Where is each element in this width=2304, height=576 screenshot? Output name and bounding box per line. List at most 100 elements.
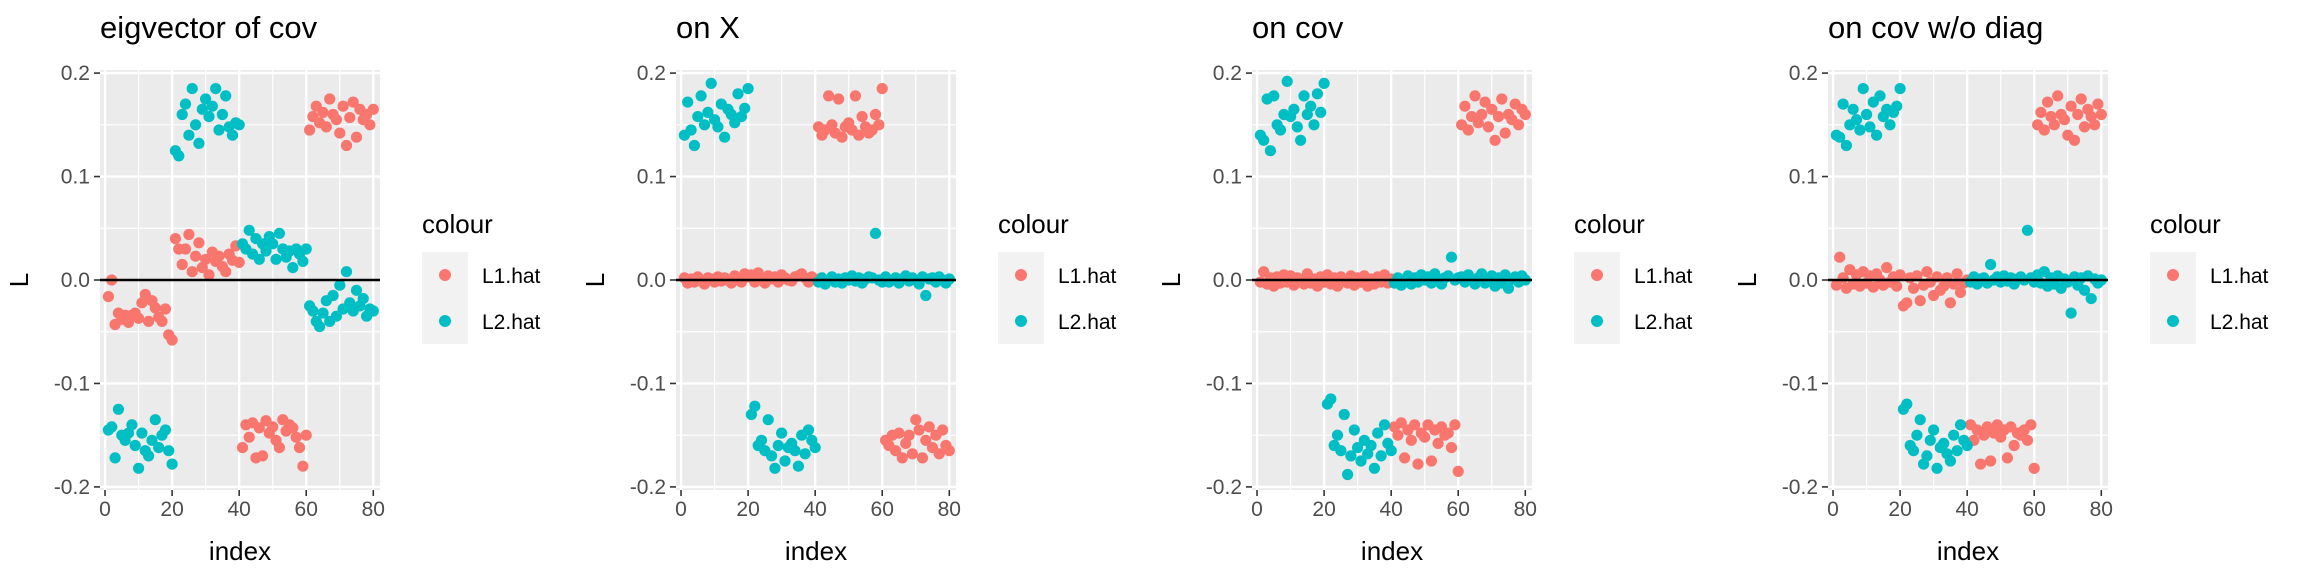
data-point	[1325, 393, 1337, 405]
data-point	[1268, 90, 1280, 102]
x-axis-label: index	[209, 536, 271, 566]
data-point	[1954, 419, 1967, 431]
data-point	[1881, 262, 1893, 274]
data-point	[1345, 450, 1357, 462]
data-point	[1854, 124, 1866, 136]
data-point	[1954, 286, 1967, 298]
data-point	[233, 256, 245, 268]
data-point	[1399, 452, 1411, 464]
data-point	[873, 119, 885, 131]
x-tick-label: 20	[1312, 498, 1335, 521]
data-point	[893, 427, 905, 439]
data-point	[1901, 398, 1913, 410]
data-point	[1445, 442, 1458, 454]
data-point	[233, 119, 245, 131]
data-point	[287, 422, 299, 434]
legend-swatch-L1.hat	[2167, 269, 2179, 281]
data-point	[876, 83, 888, 95]
data-point	[337, 100, 349, 112]
y-tick-label: -0.1	[1782, 372, 1818, 395]
data-point	[1951, 445, 1963, 457]
data-point	[1975, 458, 1987, 470]
data-point	[1840, 139, 1852, 152]
data-point	[1944, 455, 1956, 467]
data-point	[1519, 108, 1531, 121]
legend-title: colour	[422, 209, 493, 239]
data-point	[1331, 429, 1344, 441]
data-point	[166, 334, 178, 346]
data-point	[190, 250, 202, 262]
data-point	[200, 93, 212, 105]
data-point	[243, 224, 255, 236]
data-point	[1884, 119, 1896, 131]
data-point	[702, 106, 714, 118]
y-axis-label: L	[1732, 273, 1762, 287]
data-point	[1928, 424, 1940, 436]
data-point	[2065, 307, 2077, 319]
data-point	[698, 119, 711, 131]
legend-label: L2.hat	[2210, 311, 2269, 334]
data-point	[213, 124, 225, 136]
data-point	[260, 245, 272, 257]
data-point	[1951, 268, 1963, 280]
data-point	[937, 424, 949, 436]
data-point	[823, 90, 835, 102]
data-point	[1305, 100, 1317, 112]
y-tick-label: 0.1	[1789, 166, 1818, 189]
data-point	[149, 414, 161, 426]
y-tick-label: -0.2	[630, 476, 666, 499]
data-point	[1938, 437, 1950, 449]
data-point	[307, 305, 319, 317]
data-point	[1311, 88, 1323, 100]
legend-label: L2.hat	[1058, 311, 1117, 334]
data-point	[1834, 131, 1846, 143]
data-point	[179, 98, 192, 110]
legend-label: L1.hat	[482, 265, 541, 288]
y-tick-label: 0.2	[1213, 62, 1242, 85]
data-point	[1274, 124, 1287, 136]
data-point	[2072, 108, 2084, 121]
data-point	[334, 279, 346, 291]
data-point	[317, 307, 329, 319]
chart-panel-3: 0 20 40 60 80 -0.2 -0.1 0.0 0.1 0.2 on cov index Lco…	[1156, 10, 1693, 566]
data-point	[1874, 90, 1886, 102]
data-point	[2052, 90, 2064, 102]
data-point	[1291, 121, 1303, 133]
y-tick-label: -0.2	[1782, 476, 1818, 499]
data-point	[2038, 124, 2050, 136]
x-tick-label: 80	[938, 498, 961, 521]
data-point	[769, 462, 781, 474]
data-point	[320, 121, 332, 133]
x-axis-label: index	[1361, 536, 1423, 566]
data-point	[1931, 462, 1943, 474]
data-point	[297, 255, 309, 267]
y-tick-label: -0.2	[54, 476, 90, 499]
data-point	[163, 445, 175, 457]
data-point	[324, 93, 336, 105]
y-tick-label: 0.0	[1213, 269, 1242, 292]
data-point	[1412, 458, 1424, 470]
data-point	[1318, 77, 1330, 89]
data-point	[766, 450, 778, 462]
data-point	[1914, 414, 1926, 426]
legend-title: colour	[2150, 209, 2221, 239]
x-tick-label: 0	[99, 498, 111, 521]
data-point	[1392, 429, 1404, 441]
data-point	[1469, 90, 1481, 102]
data-point	[906, 448, 919, 460]
data-point	[273, 442, 285, 454]
data-point	[869, 227, 882, 239]
data-point	[1502, 282, 1515, 294]
data-point	[910, 414, 922, 426]
x-tick-label: 40	[1379, 498, 1402, 521]
data-point	[742, 83, 754, 95]
data-point	[799, 448, 811, 460]
data-point	[357, 293, 369, 305]
legend-swatch-L2.hat	[1591, 315, 1603, 327]
data-point	[243, 431, 255, 443]
data-point	[1288, 103, 1300, 115]
data-point	[1281, 75, 1293, 87]
data-point	[317, 106, 329, 118]
data-point	[350, 284, 363, 296]
